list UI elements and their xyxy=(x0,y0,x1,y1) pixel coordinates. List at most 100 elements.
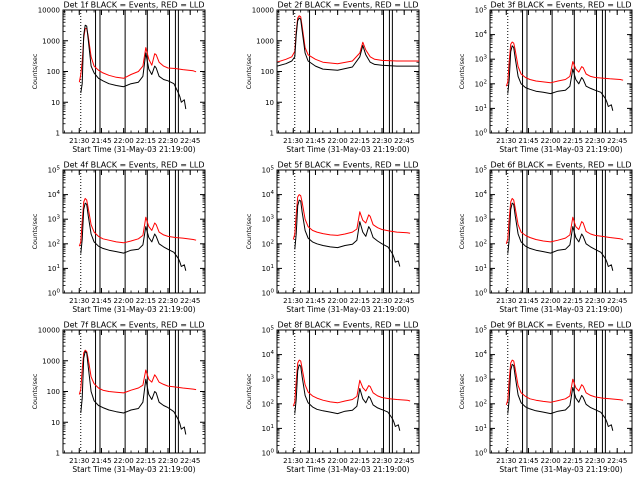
y-tick-label: 100 xyxy=(47,68,60,76)
x-tick-label: 21:45 xyxy=(305,297,325,305)
series-line-lld xyxy=(505,359,624,406)
x-tick-label: 22:15 xyxy=(563,457,583,465)
x-tick-label: 21:45 xyxy=(91,137,111,145)
y-tick-label: 100 xyxy=(475,449,488,458)
chart-panel: 1 10 100 1000 10000 21:30 21:45 22:00 22:15 22:30… xyxy=(31,321,206,474)
x-tick-label: 22:30 xyxy=(585,457,605,465)
series-line-lld xyxy=(78,349,197,395)
x-tick-label: 22:00 xyxy=(114,457,134,465)
x-tick-label: 21:45 xyxy=(305,137,325,145)
panel-title: Det 2f BLACK = Events, RED = LLD xyxy=(277,1,418,10)
y-tick-label: 104 xyxy=(262,190,275,199)
y-axis-label: Counts/sec xyxy=(31,213,39,249)
x-tick-label: 22:00 xyxy=(328,137,348,145)
x-axis-label: Start Time (31-May-03 21:19:00) xyxy=(286,305,409,314)
x-tick-label: 22:00 xyxy=(328,457,348,465)
y-tick-label: 105 xyxy=(262,166,275,175)
y-tick-label: 101 xyxy=(475,424,487,433)
panel-title: Det 3f BLACK = Events, RED = LLD xyxy=(490,1,631,10)
panel-title: Det 1f BLACK = Events, RED = LLD xyxy=(63,1,204,10)
x-tick-label: 22:15 xyxy=(563,297,583,305)
y-tick-label: 101 xyxy=(475,104,487,113)
x-axis-label: Start Time (31-May-03 21:19:00) xyxy=(499,145,622,154)
series-line-lld xyxy=(78,197,197,247)
x-tick-label: 21:45 xyxy=(518,137,538,145)
y-tick-label: 103 xyxy=(48,215,61,224)
x-tick-label: 22:00 xyxy=(114,297,134,305)
y-tick-label: 102 xyxy=(48,239,60,248)
y-tick-label: 102 xyxy=(475,399,487,408)
plot-frame xyxy=(276,169,420,294)
x-tick-label: 22:30 xyxy=(158,137,178,145)
y-tick-label: 105 xyxy=(262,326,275,335)
x-tick-label: 22:30 xyxy=(158,457,178,465)
x-tick-label: 22:00 xyxy=(541,297,561,305)
y-tick-label: 104 xyxy=(475,350,488,359)
x-tick-label: 21:30 xyxy=(69,297,89,305)
y-tick-label: 1000 xyxy=(42,37,60,45)
x-tick-label: 21:30 xyxy=(496,137,516,145)
x-tick-label: 22:45 xyxy=(180,137,200,145)
series-line-events xyxy=(80,351,187,435)
series-line-events xyxy=(294,199,401,267)
y-tick-label: 10000 xyxy=(38,7,60,15)
x-tick-label: 22:00 xyxy=(328,297,348,305)
plot-frame xyxy=(489,329,633,454)
plot-frame xyxy=(276,329,420,454)
series-line-events xyxy=(80,202,187,271)
panel-title: Det 8f BLACK = Events, RED = LLD xyxy=(277,321,418,330)
y-tick-label: 101 xyxy=(48,264,60,273)
x-axis-label: Start Time (31-May-03 21:19:00) xyxy=(72,145,195,154)
x-tick-label: 21:30 xyxy=(283,457,303,465)
y-tick-label: 104 xyxy=(475,190,488,199)
series-line-events xyxy=(277,17,419,71)
x-axis-label: Start Time (31-May-03 21:19:00) xyxy=(499,465,622,474)
x-tick-label: 22:15 xyxy=(350,297,370,305)
panel-title: Det 6f BLACK = Events, RED = LLD xyxy=(490,161,631,170)
y-tick-label: 10000 xyxy=(38,327,60,335)
x-tick-label: 22:30 xyxy=(158,297,178,305)
chart-panel: 1 10 100 1000 10000 21:30 21:45 22:00 22:15 22:30… xyxy=(31,1,206,154)
series-line-lld xyxy=(277,15,419,65)
series-line-lld xyxy=(292,359,411,407)
y-tick-label: 10 xyxy=(265,99,274,107)
y-tick-label: 100 xyxy=(262,449,275,458)
x-tick-label: 21:45 xyxy=(91,457,111,465)
x-tick-label: 21:45 xyxy=(305,457,325,465)
y-tick-label: 1000 xyxy=(42,357,60,365)
x-tick-label: 21:30 xyxy=(283,137,303,145)
y-tick-label: 1000 xyxy=(256,37,274,45)
y-tick-label: 104 xyxy=(48,190,61,199)
x-tick-label: 21:45 xyxy=(518,297,538,305)
y-tick-label: 103 xyxy=(262,375,275,384)
y-tick-label: 105 xyxy=(48,166,61,175)
x-tick-label: 22:45 xyxy=(607,297,627,305)
series-line-lld xyxy=(505,197,624,244)
x-tick-label: 22:45 xyxy=(394,297,414,305)
panel-title: Det 4f BLACK = Events, RED = LLD xyxy=(63,161,204,170)
y-tick-label: 104 xyxy=(262,350,275,359)
plot-frame xyxy=(489,169,633,294)
y-axis-label: Counts/sec xyxy=(245,53,253,89)
y-tick-label: 102 xyxy=(262,239,274,248)
y-tick-label: 103 xyxy=(475,215,488,224)
y-axis-label: Counts/sec xyxy=(458,373,466,409)
y-tick-label: 1 xyxy=(56,130,60,138)
x-axis-label: Start Time (31-May-03 21:19:00) xyxy=(72,465,195,474)
x-tick-label: 22:45 xyxy=(394,137,414,145)
y-tick-label: 10 xyxy=(51,99,60,107)
series-line-events xyxy=(294,364,401,431)
y-tick-label: 101 xyxy=(262,424,274,433)
x-tick-label: 22:15 xyxy=(350,137,370,145)
y-tick-label: 100 xyxy=(48,289,61,298)
x-tick-label: 22:15 xyxy=(350,457,370,465)
y-tick-label: 105 xyxy=(475,326,488,335)
y-tick-label: 103 xyxy=(475,375,488,384)
y-tick-label: 10 xyxy=(51,419,60,427)
x-tick-label: 22:30 xyxy=(585,137,605,145)
